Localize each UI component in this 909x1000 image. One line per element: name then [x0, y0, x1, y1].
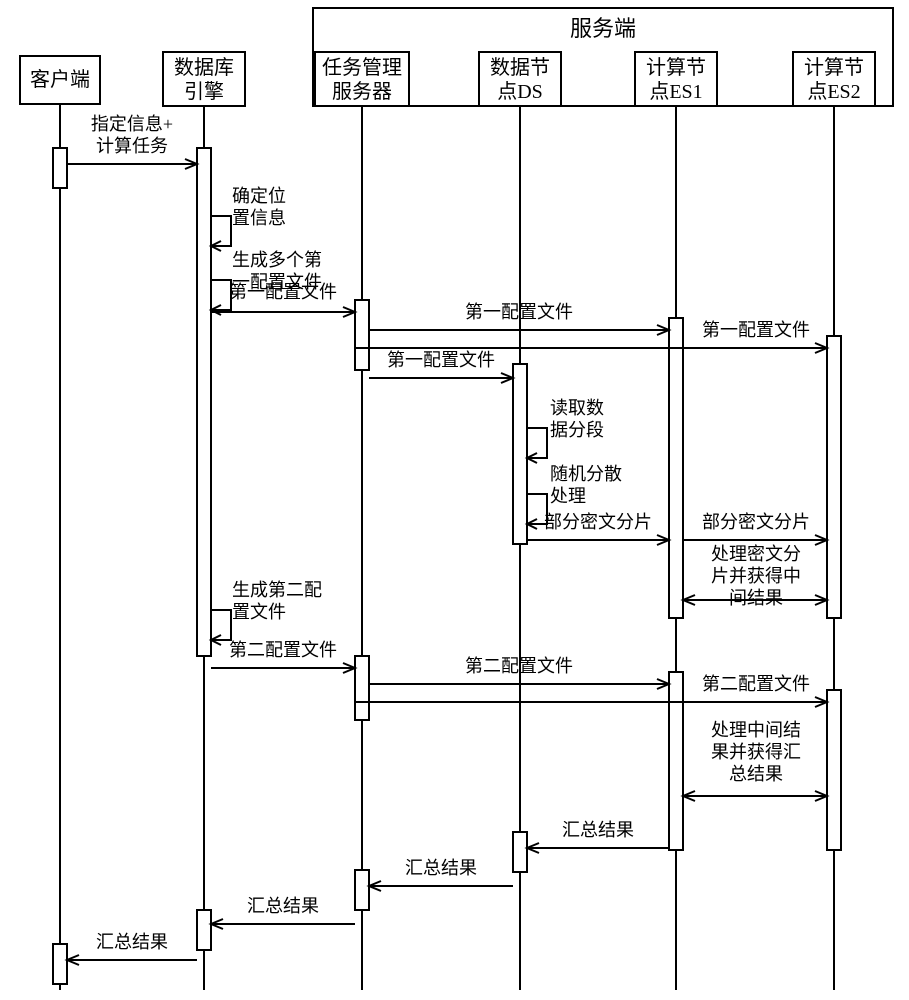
message-label: 第二配置文件 [702, 674, 810, 694]
activation-es1 [669, 672, 683, 850]
activation-engine [197, 910, 211, 950]
activation-client [53, 148, 67, 188]
activation-ds [513, 832, 527, 872]
message-label: 第二配置文件 [229, 640, 337, 660]
message-label: 部分密文分片 [702, 512, 810, 532]
sequence-diagram: 部分密文分片服务端客户端数据库引擎任务管理服务器数据节点DS计算节点ES1计算节… [0, 0, 909, 1000]
message-label: 随机分散处理 [550, 464, 622, 506]
message-label: 处理密文分片并获得中间结果 [711, 544, 801, 608]
message-label: 确定位置信息 [232, 186, 286, 228]
message-label: 汇总结果 [247, 896, 319, 916]
message-label: 第一配置文件 [702, 320, 810, 340]
participant-client: 客户端 [30, 68, 90, 91]
message-label: 部分密文分片 [544, 512, 652, 532]
message-label: 汇总结果 [405, 858, 477, 878]
activation-es2 [827, 336, 841, 618]
message-label: 指定信息+计算任务 [91, 114, 173, 156]
activation-es2 [827, 690, 841, 850]
activation-task [355, 870, 369, 910]
message-label: 生成第二配置文件 [232, 580, 322, 622]
activation-engine [197, 148, 211, 656]
message-label: 第一配置文件 [229, 282, 337, 302]
message-label: 处理中间结果并获得汇总结果 [711, 720, 801, 784]
message-label: 汇总结果 [562, 820, 634, 840]
message-label: 第二配置文件 [465, 656, 573, 676]
activation-es1 [669, 318, 683, 618]
message-label: 汇总结果 [96, 932, 168, 952]
activation-task [355, 300, 369, 370]
message-label: 第一配置文件 [387, 350, 495, 370]
server-box-title: 服务端 [570, 16, 636, 41]
activation-client [53, 944, 67, 984]
message-label: 读取数据分段 [550, 398, 604, 440]
activation-task [355, 656, 369, 720]
message-label: 第一配置文件 [465, 302, 573, 322]
activation-ds [513, 364, 527, 544]
